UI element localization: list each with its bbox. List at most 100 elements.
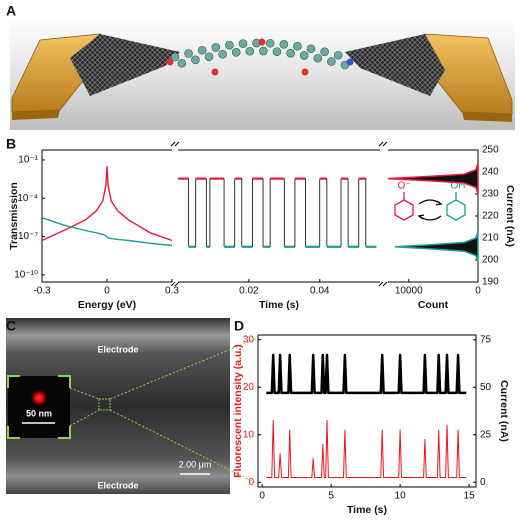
reaction-inset <box>394 192 466 221</box>
line <box>41 165 173 242</box>
electrode-label: Electrode <box>97 480 138 490</box>
atom <box>327 57 336 66</box>
x-tick-label: -0.3 <box>33 286 51 297</box>
y2-tick-label: 25 <box>480 429 492 440</box>
line <box>266 420 467 478</box>
x-tick-label: 0 <box>259 491 265 502</box>
panel-label: C <box>6 318 16 334</box>
panel-c-image <box>6 318 259 494</box>
y-axis-label: Fluorescent intensity (a.u.) <box>232 344 244 478</box>
y-tick-label: 10⁻¹⁰ <box>14 270 38 281</box>
y-tick-label: 10⁻⁷ <box>18 231 38 242</box>
atom <box>313 53 323 63</box>
zoom-box <box>98 398 111 411</box>
atom <box>259 46 268 56</box>
y-tick-label: 10 <box>243 429 255 440</box>
atom <box>286 48 295 58</box>
y-tick-label: 0 <box>248 477 254 488</box>
atom <box>265 38 275 48</box>
atom <box>197 45 207 55</box>
line <box>266 353 467 395</box>
scale-label: 2.00 μm <box>179 459 212 469</box>
electrode-side <box>462 112 512 122</box>
atom <box>272 47 282 56</box>
x-axis-label: Time (s) <box>259 299 299 311</box>
atom <box>346 58 354 66</box>
y-tick-label: 190 <box>482 277 499 288</box>
atom <box>170 52 180 62</box>
atom <box>333 50 343 60</box>
line <box>41 217 173 247</box>
inset-label: OH <box>451 181 466 192</box>
y-tick-label: 20 <box>243 382 255 393</box>
atom <box>258 38 266 46</box>
x-tick-label: 5 <box>328 491 334 502</box>
x-tick-label: 0.02 <box>239 286 259 297</box>
panel-label: D <box>234 318 244 334</box>
y2-tick-label: 0 <box>480 477 486 488</box>
atom <box>306 44 316 54</box>
atom <box>166 58 174 66</box>
y-tick-label: 240 <box>482 167 499 178</box>
graphene <box>70 34 180 96</box>
atom <box>211 43 221 52</box>
x-axis-label: Count <box>418 299 449 311</box>
atom <box>279 40 289 49</box>
x-tick-label: 0.04 <box>310 286 330 297</box>
x-tick-label: 10000 <box>395 286 423 297</box>
y-tick-label: 10⁻⁴ <box>17 193 38 204</box>
panel-a-art <box>10 18 515 130</box>
ring <box>446 199 466 221</box>
x-axis-label: Energy (eV) <box>78 299 136 311</box>
atom <box>293 41 302 51</box>
inset-label: O⁻ <box>397 181 410 192</box>
y-tick-label: 250 <box>482 145 499 156</box>
y2-tick-label: 50 <box>480 382 492 393</box>
inset-bracket <box>7 375 71 439</box>
y2-tick-label: 75 <box>480 334 492 345</box>
atom <box>225 40 234 50</box>
atom <box>231 48 241 57</box>
histogram <box>387 162 479 195</box>
y-tick-label: 220 <box>482 211 499 222</box>
atom <box>191 55 200 65</box>
x-tick-label: 10 <box>395 491 407 502</box>
atom <box>299 51 309 60</box>
graphene <box>345 34 445 96</box>
electrode-label: Electrode <box>97 344 138 354</box>
emitter <box>30 389 48 407</box>
y-axis-label: Transmission <box>8 182 20 250</box>
atom <box>177 58 187 68</box>
y-axis-label: Current (nA) <box>504 185 516 247</box>
x-tick-label: 0 <box>104 286 110 297</box>
inset-scale: 50 nm <box>26 408 52 418</box>
x-axis-label: Time (s) <box>347 504 387 516</box>
x-tick-label: 15 <box>464 491 476 502</box>
atom <box>184 49 193 58</box>
atom <box>211 68 219 76</box>
axis-break <box>170 141 388 287</box>
atom <box>320 47 329 57</box>
x-tick-label: 0 <box>475 286 481 297</box>
electrode-side <box>12 110 60 120</box>
zoom-line <box>109 337 259 400</box>
atom <box>238 39 248 48</box>
panel-label: A <box>6 3 16 19</box>
axes-frame <box>257 334 477 488</box>
zoom-line <box>109 409 259 485</box>
y-tick-label: 210 <box>482 233 499 244</box>
y-tick-label: 30 <box>243 334 255 345</box>
atom <box>301 68 309 76</box>
y-tick-label: 200 <box>482 255 499 266</box>
zoom-line <box>69 387 100 400</box>
panel-label: B <box>6 136 16 152</box>
atom <box>245 46 255 56</box>
histogram <box>394 231 479 263</box>
molecule <box>166 38 354 76</box>
zoom-line <box>69 409 100 427</box>
ring <box>394 199 414 221</box>
atom <box>218 49 227 59</box>
arrow-head <box>417 200 443 220</box>
y2-axis-label: Current (nA) <box>498 380 510 442</box>
